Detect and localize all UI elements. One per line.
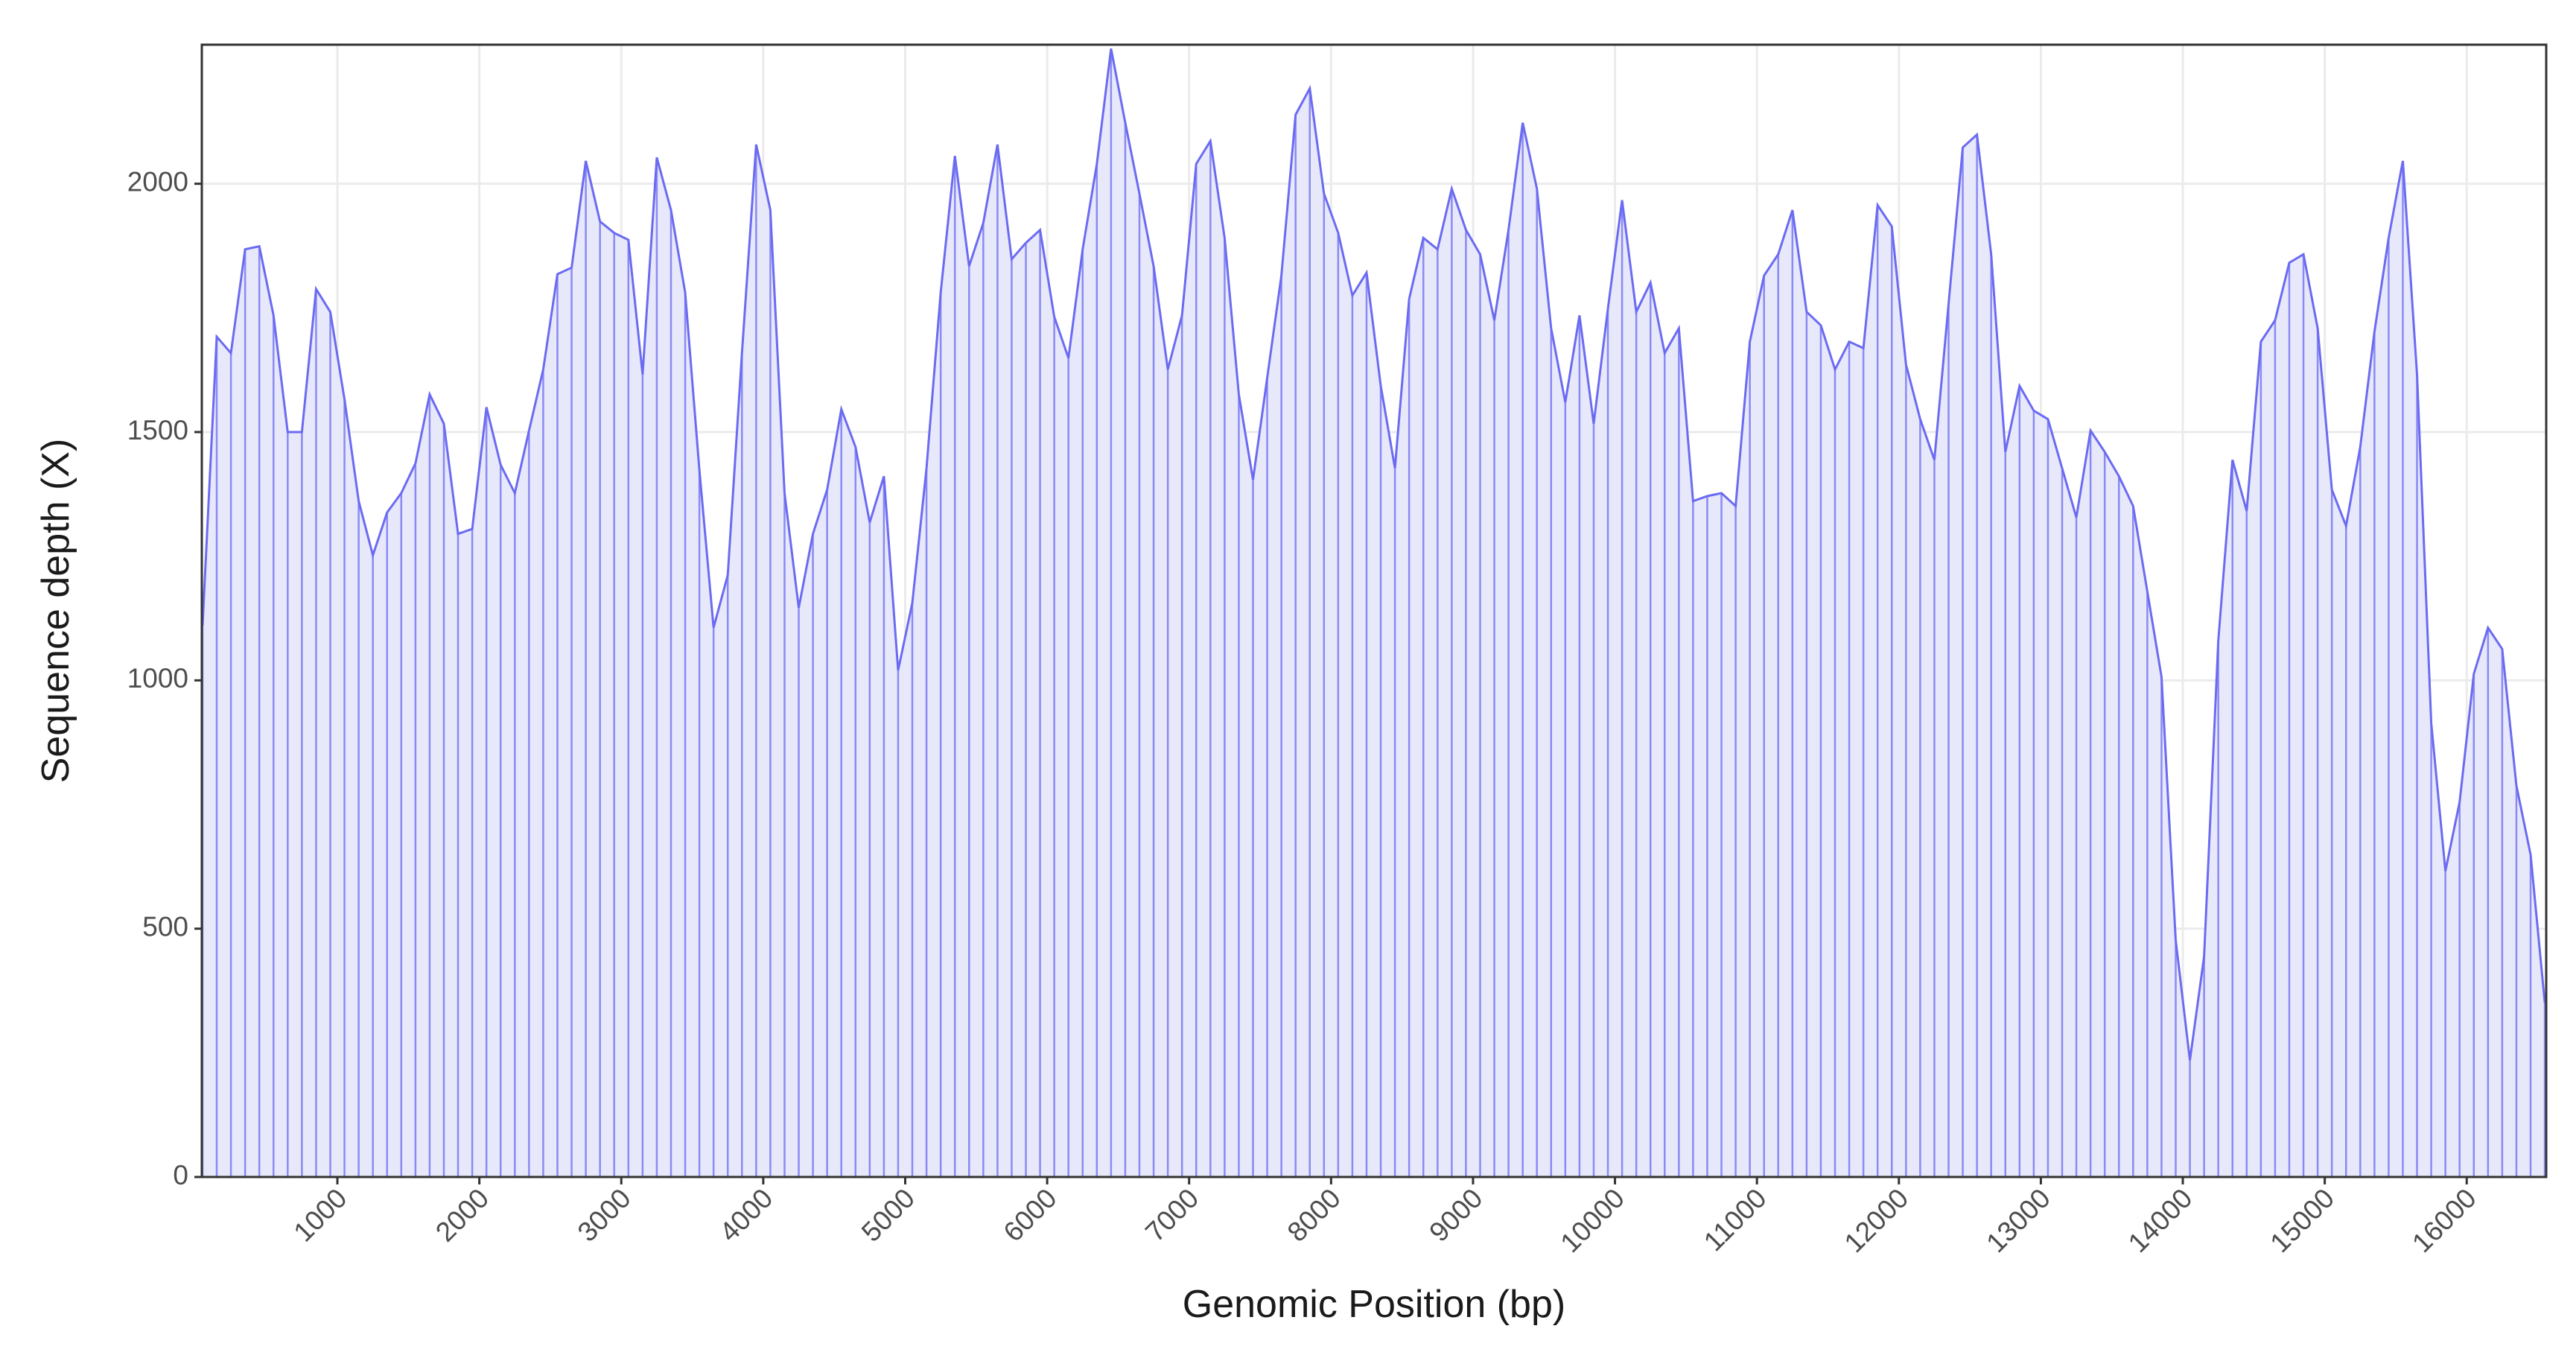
y-tick-label: 1500 (127, 415, 188, 445)
x-tick-label: 9000 (1423, 1183, 1488, 1248)
x-tick-label: 5000 (856, 1183, 920, 1248)
x-tick-label: 6000 (997, 1183, 1062, 1248)
x-tick-label: 13000 (1980, 1183, 2056, 1259)
x-tick-label: 15000 (2264, 1183, 2340, 1259)
x-tick-label: 10000 (1554, 1183, 1630, 1259)
x-tick-label: 1000 (287, 1183, 352, 1248)
x-tick-label: 2000 (430, 1183, 494, 1248)
x-tick-label: 16000 (2406, 1183, 2482, 1259)
y-tick-label: 2000 (127, 166, 188, 197)
y-tick-label: 0 (173, 1160, 188, 1190)
y-axis-title: Sequence depth (X) (34, 439, 77, 784)
x-tick-label: 7000 (1139, 1183, 1204, 1248)
x-axis-title: Genomic Position (bp) (1183, 1283, 1565, 1326)
depth-line (201, 48, 2546, 1061)
area-fill (202, 48, 2545, 1177)
x-tick-label: 4000 (713, 1183, 778, 1248)
y-tick-label: 1000 (127, 663, 188, 694)
plot-border (200, 43, 2548, 1178)
x-tick-label: 3000 (572, 1183, 637, 1248)
x-tick-label: 14000 (2122, 1183, 2198, 1259)
x-tick-label: 8000 (1282, 1183, 1346, 1248)
x-tick-label: 11000 (1698, 1183, 1772, 1257)
x-tick-label: 12000 (1839, 1183, 1915, 1259)
y-tick-label: 500 (142, 911, 188, 942)
